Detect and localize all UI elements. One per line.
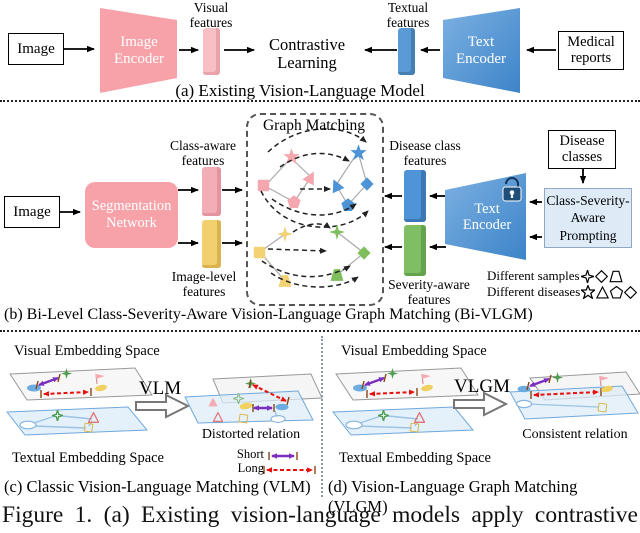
textual-features-label: Textual features — [386, 0, 430, 30]
text-encoder-label-a: Text Encoder — [456, 34, 506, 67]
image-level-features-label: Image-level features — [171, 269, 237, 299]
image-level-features-bar — [202, 220, 221, 268]
caption-b: (b) Bi-Level Class-Severity-Aware Vision… — [4, 306, 533, 323]
legend-diseases-row: Different diseases — [487, 284, 638, 300]
visual-features-bar — [203, 28, 220, 75]
visual-space-label-c: Visual Embedding Space — [14, 343, 160, 359]
vlm-arrow — [135, 393, 191, 419]
image-label-b: Image — [13, 203, 51, 220]
prompting-line-3: Prompting — [559, 227, 617, 243]
vlgm-label: VLGM — [454, 376, 510, 397]
severity-aware-features-label: Severity-aware features — [388, 277, 470, 307]
image-label-a: Image — [17, 40, 55, 57]
short-label: Short — [236, 447, 264, 461]
class-match-arrows — [260, 128, 369, 228]
figure-caption: Figure 1. (a) Existing vision-language m… — [2, 502, 638, 528]
panel-b-arrows — [59, 169, 587, 251]
graph-matching-title: Graph Matching — [262, 117, 365, 134]
textual-features-bar — [398, 28, 415, 75]
visual-space-label-d: Visual Embedding Space — [341, 343, 487, 359]
legend-samples-label: Different samples — [487, 268, 580, 283]
graph-matching-box — [246, 113, 384, 306]
diamond-icon — [594, 269, 608, 283]
severity-match-arrows — [261, 222, 359, 288]
image-encoder-label: Image Encoder — [114, 34, 164, 67]
contrastive-learning-label: Contrastive Learning — [268, 35, 346, 73]
medical-reports-label: Medical reports — [567, 33, 615, 66]
diamond-icon — [624, 285, 638, 299]
text-severity-graph — [336, 231, 365, 276]
separator-c-d — [321, 336, 323, 497]
prompting-line-1: Class-Severity- — [546, 192, 630, 208]
image-input-box-a: Image — [8, 33, 64, 65]
class-severity-aware-prompting-box: Class-Severity- Aware Prompting — [544, 188, 632, 248]
disease-classes-label: Disease classes — [559, 132, 605, 165]
lock-icon — [502, 177, 522, 202]
consistent-relation-label: Consistent relation — [522, 427, 628, 442]
legend-samples-row: Different samples — [487, 268, 623, 284]
image-encoder-shape — [100, 8, 177, 93]
severity-aware-features-bar — [404, 225, 426, 276]
prompting-line-2: Aware — [570, 210, 606, 226]
embedding-spaces-scene — [6, 367, 153, 436]
disease-class-features-bar — [404, 170, 426, 222]
textual-space-label-c: Textual Embedding Space — [12, 450, 164, 466]
class-aware-features-bar — [202, 167, 221, 216]
class-aware-features-label: Class-aware features — [170, 138, 236, 168]
four-point-star-icon — [580, 269, 594, 283]
consistent-scene — [509, 371, 640, 420]
distorted-scene — [184, 373, 323, 424]
distorted-relation-label: Distorted relation — [201, 427, 301, 442]
long-label: Long — [237, 461, 264, 475]
disease-class-features-label: Disease class features — [389, 138, 461, 168]
segmentation-network-label: Segmentation Network — [91, 198, 172, 231]
visual-features-label: Visual features — [189, 0, 233, 30]
caption-c: (c) Classic Vision-Language Matching (VL… — [4, 477, 311, 496]
segmentation-network-box: Segmentation Network — [85, 182, 178, 248]
relation-length-legend-arrows — [263, 452, 316, 474]
pentagon-icon — [610, 285, 624, 299]
text-encoder-shape-a — [443, 8, 520, 93]
legend-diseases-label: Different diseases — [487, 284, 581, 299]
textual-space-label-d: Textual Embedding Space — [339, 450, 491, 466]
triangle-icon — [596, 285, 610, 299]
vlm-label: VLM — [138, 378, 182, 399]
trapezoid-icon — [608, 270, 623, 282]
image-input-box-b: Image — [4, 196, 60, 228]
medical-reports-box: Medical reports — [558, 31, 624, 70]
five-point-star-icon — [581, 285, 596, 299]
caption-a: (a) Existing Vision-Language Model — [175, 81, 425, 100]
disease-classes-box: Disease classes — [548, 130, 616, 169]
panel-a-arrows — [63, 45, 556, 54]
separator-b-cd — [0, 330, 640, 332]
text-encoder-label-b: Text Encoder — [462, 201, 512, 233]
separator-a-b — [0, 100, 640, 102]
caption-d: (d) Vision-Language Graph Matching (VLGM… — [328, 477, 578, 516]
